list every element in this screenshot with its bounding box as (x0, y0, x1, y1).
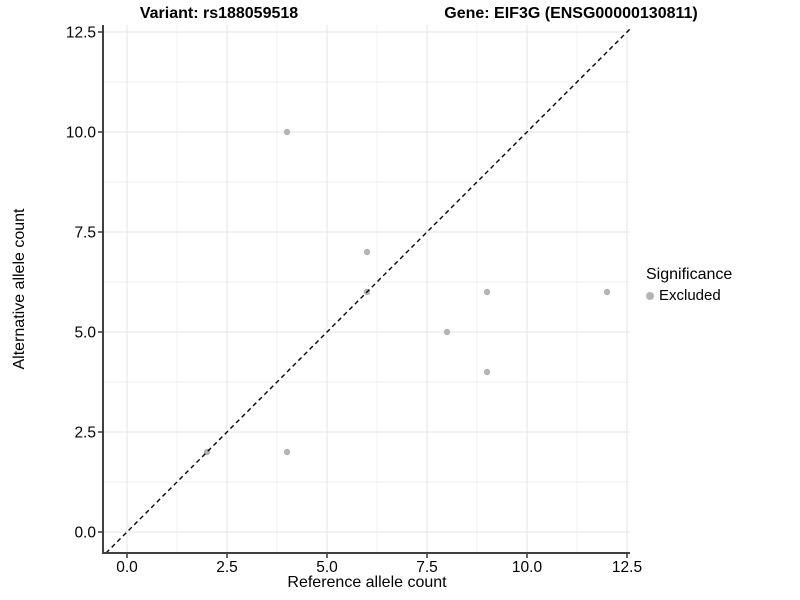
data-point (283, 448, 291, 456)
x-tick-label: 7.5 (416, 559, 438, 576)
x-tick-label: 5.0 (316, 559, 338, 576)
x-tick-label: 0.0 (116, 559, 138, 576)
data-point (483, 288, 491, 296)
y-tick-label: 12.5 (66, 25, 96, 42)
x-axis-title: Reference allele count (287, 574, 447, 591)
y-tick-label: 0.0 (74, 525, 96, 542)
legend-item-excluded: Excluded (646, 287, 732, 304)
plot-title-gene: Gene: EIF3G (ENSG00000130811) (444, 5, 698, 22)
data-point (603, 288, 611, 296)
y-tick-label: 5.0 (74, 325, 96, 342)
legend-key-dot-icon (646, 291, 654, 300)
data-point (363, 248, 371, 256)
legend-item-label: Excluded (659, 287, 721, 304)
legend: Significance Excluded (646, 266, 732, 304)
y-tick-label: 2.5 (74, 425, 96, 442)
plot-title-variant: Variant: rs188059518 (139, 5, 299, 22)
identity-line (105, 28, 631, 554)
x-tick-label: 10.0 (512, 559, 543, 576)
data-point (483, 368, 491, 376)
data-point (283, 128, 291, 136)
data-point (443, 328, 451, 336)
x-tick-label: 12.5 (612, 559, 642, 576)
y-tick-label: 10.0 (66, 125, 97, 142)
y-axis-title: Alternative allele count (11, 208, 28, 370)
y-tick-label: 7.5 (74, 225, 96, 242)
legend-title: Significance (646, 266, 733, 283)
x-tick-label: 2.5 (216, 559, 238, 576)
